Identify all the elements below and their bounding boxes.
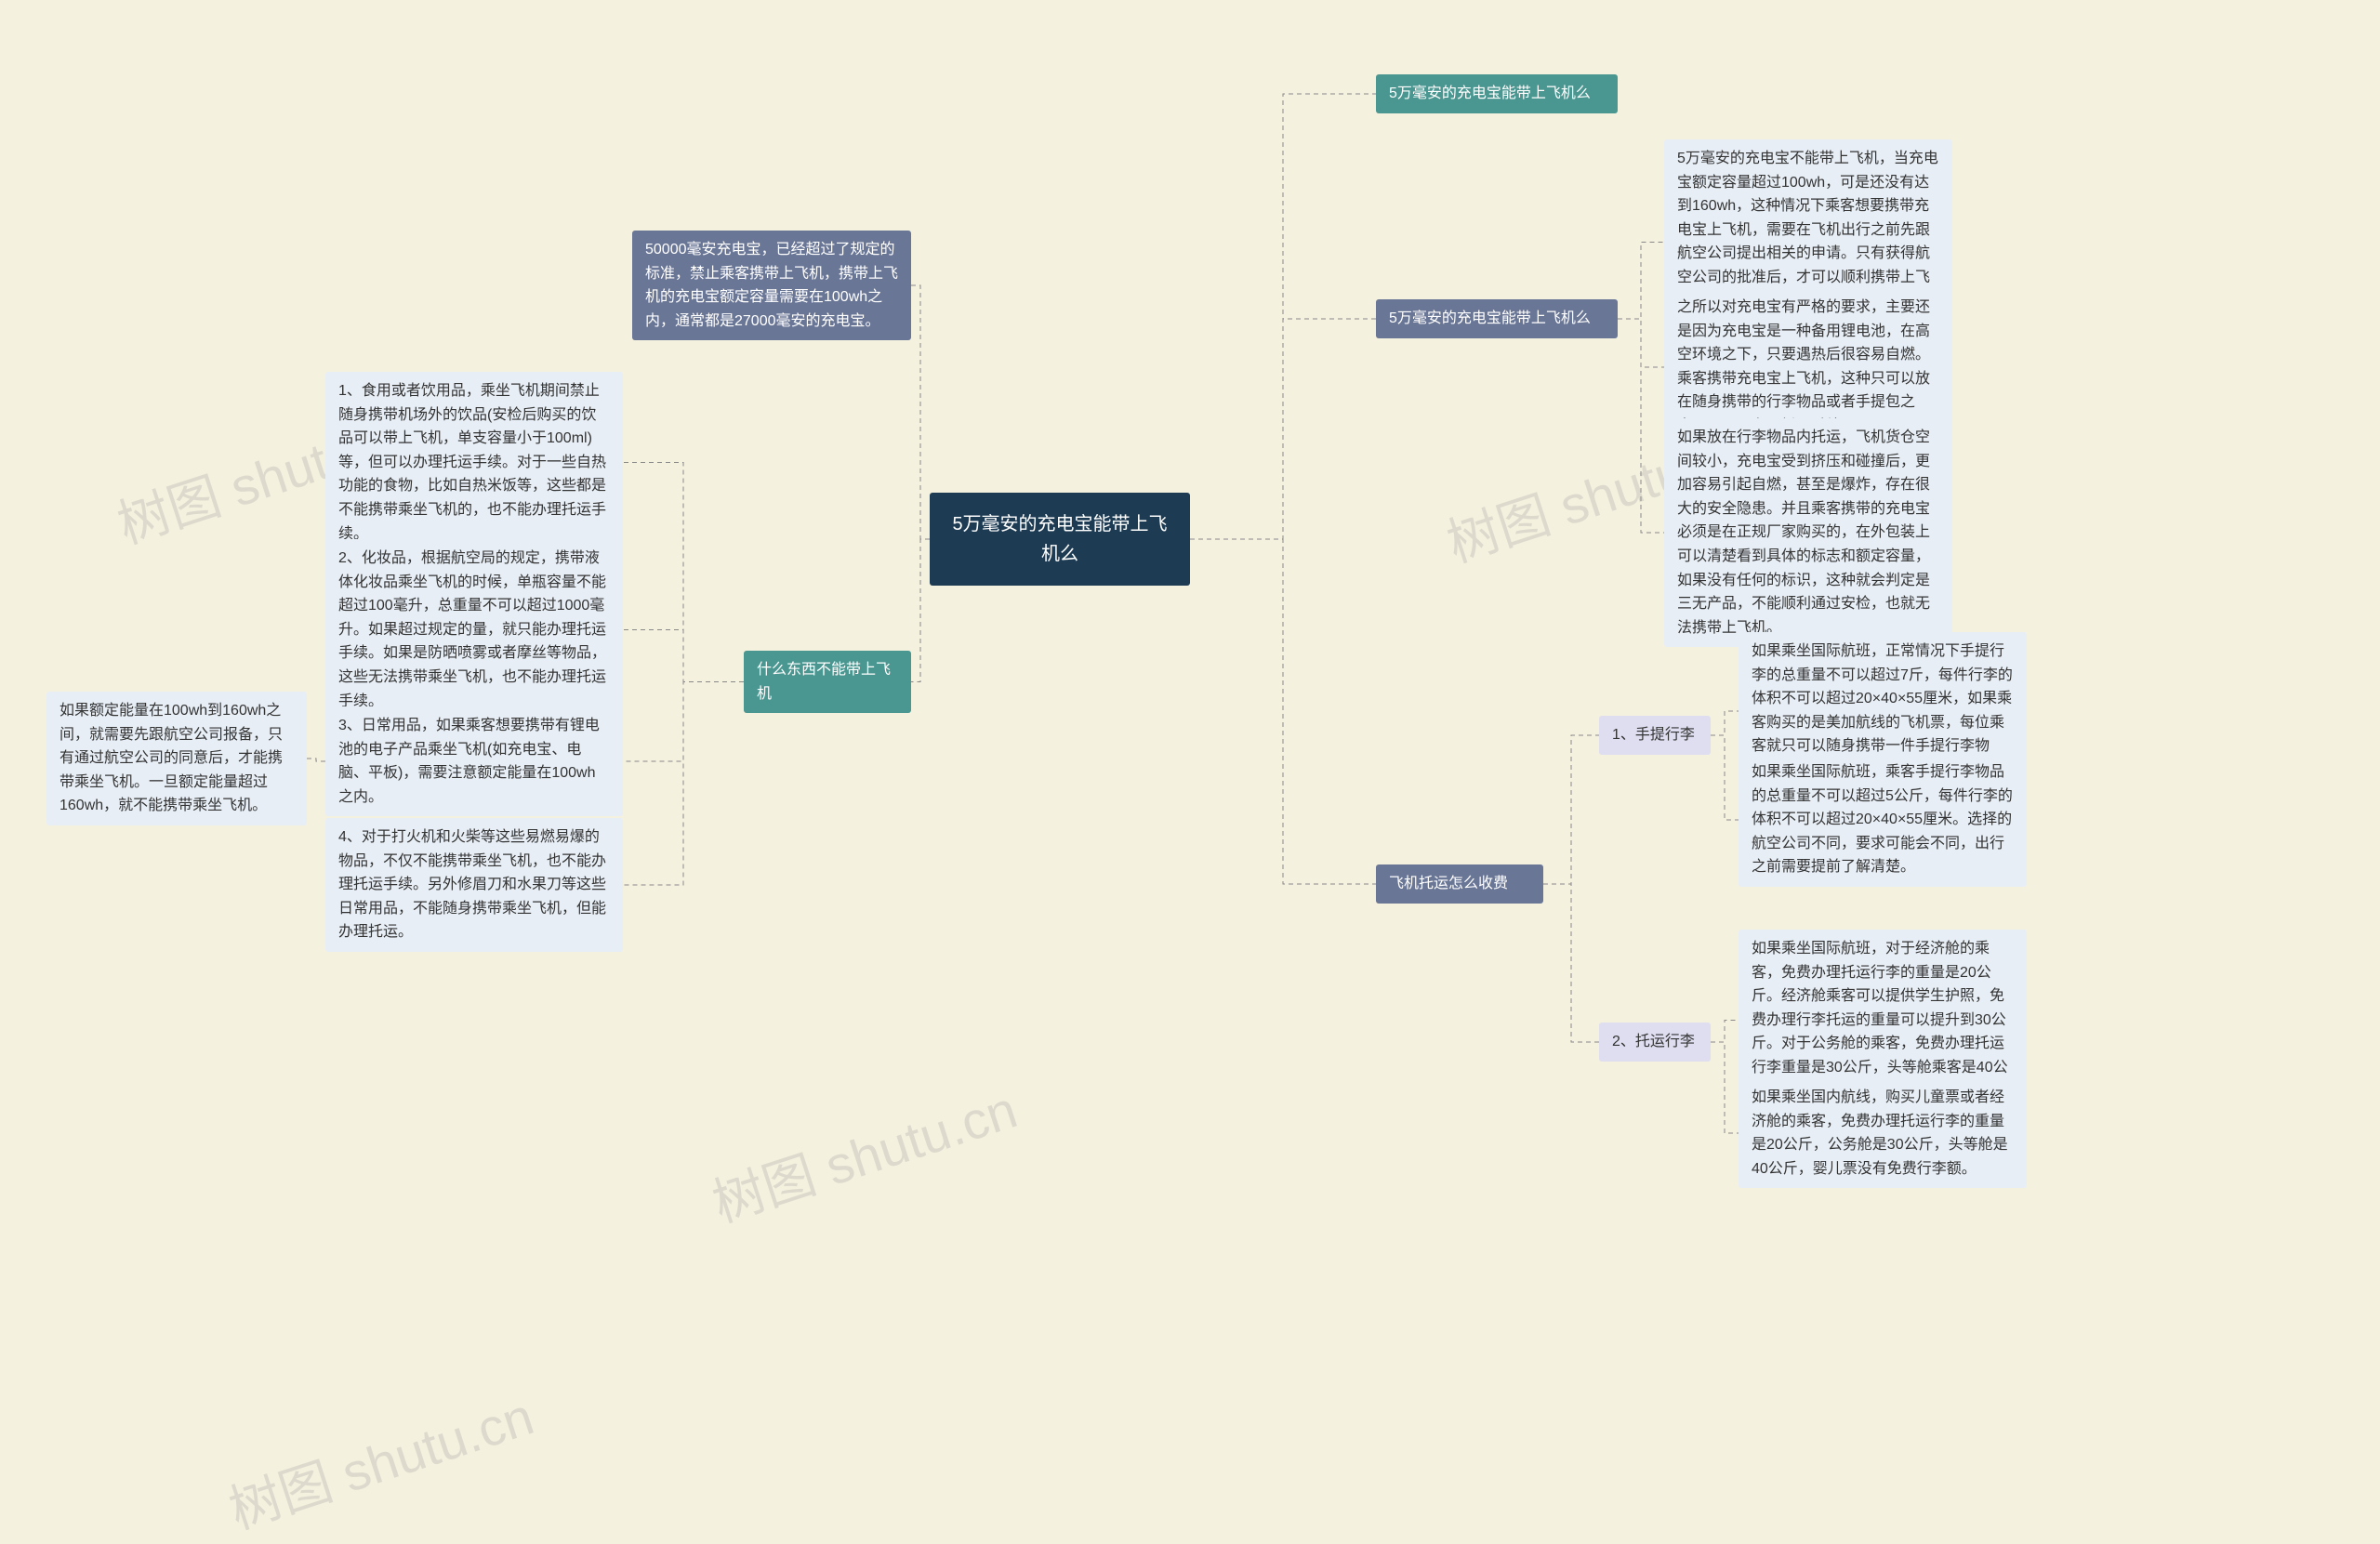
- mindmap-node: 50000毫安充电宝，已经超过了规定的标准，禁止乘客携带上飞机，携带上飞机的充电…: [632, 231, 911, 340]
- mindmap-node: 飞机托运怎么收费: [1376, 864, 1543, 904]
- mindmap-node: 什么东西不能带上飞机: [744, 651, 911, 713]
- mindmap-node: 1、食用或者饮用品，乘坐飞机期间禁止随身携带机场外的饮品(安检后购买的饮品可以带…: [325, 372, 623, 553]
- mindmap-node: 2、托运行李: [1599, 1023, 1711, 1062]
- mindmap-node: 如果乘坐国际航班，乘客手提行李物品的总重量不可以超过5公斤，每件行李的体积不可以…: [1739, 753, 2027, 887]
- mindmap-node: 1、手提行李: [1599, 716, 1711, 755]
- mindmap-node: 如果放在行李物品内托运，飞机货仓空间较小，充电宝受到挤压和碰撞后，更加容易引起自…: [1664, 418, 1952, 647]
- mindmap-node: 3、日常用品，如果乘客想要携带有锂电池的电子产品乘坐飞机(如充电宝、电脑、平板)…: [325, 706, 623, 816]
- mindmap-node: 5万毫安的充电宝能带上飞机么: [1376, 74, 1618, 113]
- mindmap-node: 4、对于打火机和火柴等这些易燃易爆的物品，不仅不能携带乘坐飞机，也不能办理托运手…: [325, 818, 623, 952]
- mindmap-node: 如果额定能量在100wh到160wh之间，就需要先跟航空公司报备，只有通过航空公…: [46, 692, 307, 825]
- mindmap-node: 2、化妆品，根据航空局的规定，携带液体化妆品乘坐飞机的时候，单瓶容量不能超过10…: [325, 539, 623, 720]
- mindmap-node: 5万毫安的充电宝能带上飞 机么: [930, 493, 1190, 586]
- watermark: 树图 shutu.cn: [702, 1068, 1025, 1237]
- mindmap-node: 如果乘坐国内航线，购买儿童票或者经济舱的乘客，免费办理托运行李的重量是20公斤，…: [1739, 1078, 2027, 1188]
- mindmap-node: 5万毫安的充电宝能带上飞机么: [1376, 299, 1618, 338]
- watermark: 树图 shutu.cn: [218, 1375, 542, 1544]
